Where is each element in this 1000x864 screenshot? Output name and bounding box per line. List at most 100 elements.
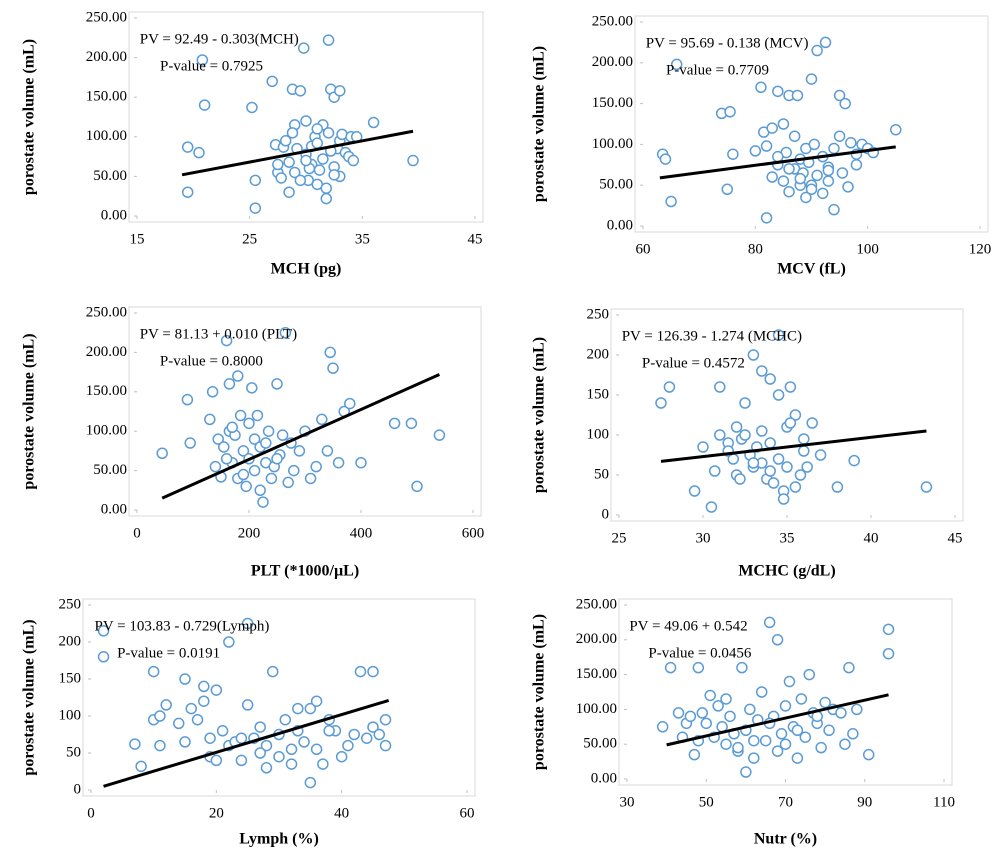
y-tick-label: 150.00 <box>576 666 617 682</box>
scatter-point <box>822 164 835 177</box>
scatter-point <box>775 728 788 740</box>
plot-frame <box>128 306 482 517</box>
scatter-point <box>709 465 721 477</box>
scatter-point <box>237 445 250 457</box>
scatter-point <box>311 137 324 149</box>
x-axis-title: Nutr (%) <box>754 831 817 848</box>
scatter-point <box>655 397 667 409</box>
scatter-point <box>223 378 236 390</box>
x-tick-label: 45 <box>948 530 963 546</box>
y-tick-label: 100.00 <box>86 423 127 439</box>
scatter-point <box>779 738 792 750</box>
scatter-point <box>819 696 831 709</box>
scatter-point <box>257 496 269 508</box>
x-tick-label: 120 <box>969 241 992 257</box>
scatter-point <box>811 44 823 57</box>
scatter-point <box>332 456 345 469</box>
scatter-point <box>260 739 273 752</box>
x-tick-label: 100 <box>856 241 879 257</box>
scatter-point <box>789 481 802 493</box>
x-tick-label: 50 <box>699 794 714 810</box>
scatter-point <box>285 743 298 756</box>
scatter-point <box>327 362 339 374</box>
scatter-point <box>760 212 773 224</box>
scatter-point <box>672 707 685 719</box>
scatter-point <box>411 480 423 493</box>
x-tick-label: 70 <box>778 794 793 810</box>
regression-line <box>161 373 441 500</box>
plot-frame <box>128 11 484 223</box>
scatter-point <box>791 724 804 737</box>
x-tick-label: 60 <box>460 805 475 821</box>
scatter-point <box>663 381 676 393</box>
scatter-point <box>806 417 818 429</box>
scatter-point <box>249 202 262 214</box>
scatter-point <box>198 99 211 111</box>
x-tick-label: 110 <box>933 794 955 810</box>
scatter-point <box>890 123 902 136</box>
scatter-point <box>688 748 701 761</box>
scatter-point <box>705 501 718 513</box>
scatter-point <box>720 693 732 705</box>
y-axis-title: porostate volume (mL) <box>21 39 38 195</box>
scatter-point <box>328 169 340 181</box>
scatter-point <box>724 710 736 723</box>
scatter-point <box>811 169 823 182</box>
scatter-point <box>794 172 807 185</box>
scatter-point <box>747 457 760 469</box>
scatter-point <box>260 762 273 774</box>
x-tick-label: 15 <box>130 231 145 247</box>
y-tick-label: 0 <box>74 781 82 797</box>
regression-line <box>660 429 927 463</box>
scatter-point <box>262 425 275 437</box>
x-tick-label: 25 <box>612 530 627 546</box>
x-axis-title: PLT (*1000/µL) <box>251 563 359 580</box>
scatter-point <box>814 449 827 461</box>
scatter-point <box>788 130 801 142</box>
scatter-point <box>822 175 835 187</box>
scatter-point <box>181 186 194 198</box>
scatter-point <box>882 647 895 660</box>
scatter-point <box>322 34 335 46</box>
scatter-point <box>288 464 300 477</box>
scatter-point <box>779 700 792 712</box>
scatter-point <box>755 686 768 698</box>
scatter-point <box>354 665 367 678</box>
y-tick-label: 250.00 <box>86 304 127 320</box>
plot-frame <box>610 308 964 522</box>
y-tick-label: 200.00 <box>86 49 127 65</box>
x-tick-label: 45 <box>468 231 483 247</box>
scatter-point <box>798 445 810 457</box>
scatter-point <box>248 464 261 477</box>
scatter-point <box>266 75 278 88</box>
y-axis-title: porostate volume (mL) <box>21 333 38 489</box>
y-tick-label: 0.00 <box>591 770 617 786</box>
y-tick-label: 0.00 <box>607 217 633 233</box>
y-tick-label: 250.00 <box>576 596 617 612</box>
scatter-point <box>828 142 840 155</box>
scatter-point <box>335 750 348 763</box>
scatter-point <box>297 42 310 54</box>
scatter-point <box>805 73 818 85</box>
scatter-point <box>764 465 776 477</box>
scatter-point <box>298 736 310 748</box>
scatter-point <box>815 741 827 754</box>
scatter-point <box>304 472 317 485</box>
scatter-point <box>405 417 418 430</box>
y-tick-label: 50.00 <box>599 177 633 193</box>
scatter-point <box>220 453 233 465</box>
y-tick-label: 0 <box>602 506 610 522</box>
scatter-point <box>781 461 793 473</box>
y-tick-label: 0.00 <box>101 501 127 517</box>
scatter-point <box>232 370 244 382</box>
y-tick-label: 150.00 <box>592 95 633 111</box>
scatter-point <box>310 743 323 756</box>
scatter-point <box>379 739 392 752</box>
scatter-point <box>388 417 401 430</box>
scatter-point <box>324 346 336 359</box>
scatter-point <box>777 118 790 130</box>
x-tick-label: 400 <box>350 525 373 541</box>
x-tick-label: 0 <box>133 525 141 541</box>
scatter-point <box>748 734 760 747</box>
scatter-point <box>334 85 346 97</box>
